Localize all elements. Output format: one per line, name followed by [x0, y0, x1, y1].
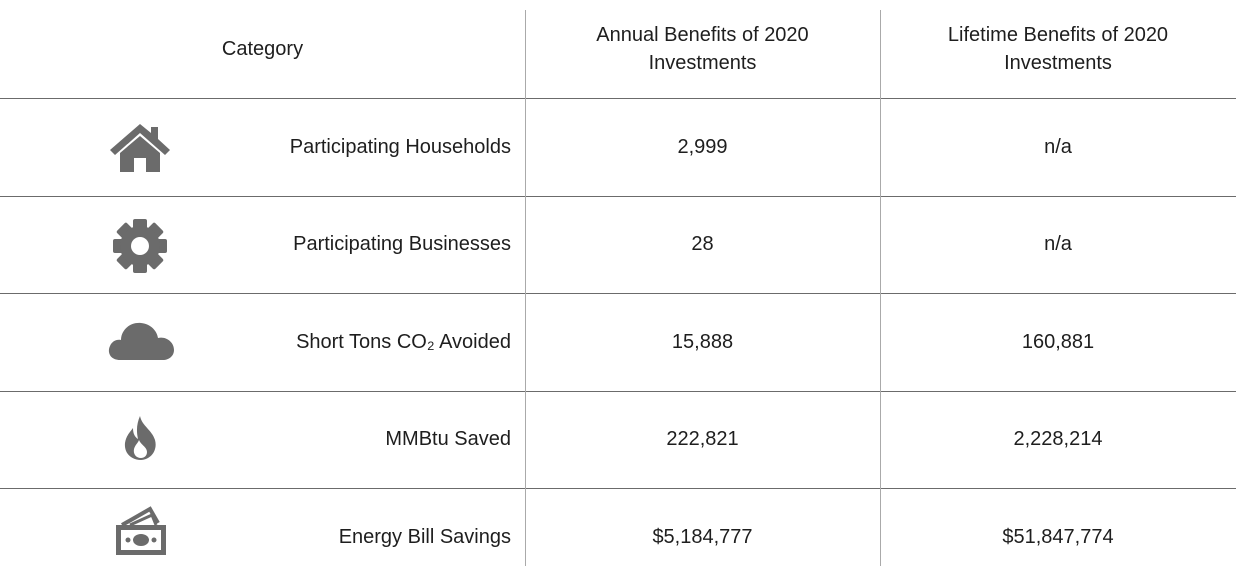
- column-divider: [525, 10, 526, 566]
- value-cell: 2,228,214: [880, 391, 1236, 489]
- cloud-icon: [108, 322, 174, 360]
- header-cell: Annual Benefits of 2020 Investments: [525, 0, 880, 98]
- value-cell: n/a: [880, 196, 1236, 294]
- page: Category Annual Benefits of 2020 Investme…: [0, 0, 1236, 566]
- value-cell: 160,881: [880, 293, 1236, 391]
- cell-text: Energy Bill Savings: [338, 525, 511, 548]
- category-cell: Short Tons CO₂ Avoided: [0, 293, 525, 391]
- cell-text: Annual Benefits of 2020 Investments: [596, 24, 809, 74]
- cell-text: Lifetime Benefits of 2020 Investments: [947, 24, 1169, 74]
- row-divider: [0, 195, 1236, 197]
- value-cell: $51,847,774: [880, 488, 1236, 586]
- cell-text: 160,881: [1021, 330, 1095, 353]
- cell-text: 2,999: [677, 135, 728, 158]
- row-divider: [0, 293, 1236, 294]
- cell-text: Short Tons CO₂ Avoided: [296, 330, 511, 353]
- category-cell: Energy Bill Savings: [0, 488, 525, 586]
- value-cell: 15,888: [525, 293, 880, 391]
- house-icon: [110, 124, 170, 172]
- row-divider: [0, 488, 1236, 489]
- value-cell: $5,184,777: [525, 488, 880, 586]
- column-divider: [880, 10, 881, 566]
- value-cell: n/a: [880, 98, 1236, 196]
- category-cell: Participating Businesses: [0, 196, 525, 294]
- money-icon: [116, 506, 166, 555]
- cell-text: Participating Businesses: [293, 233, 511, 256]
- value-cell: 28: [525, 196, 880, 294]
- cell-text: 15,888: [671, 330, 734, 353]
- cell-text: $51,847,774: [1002, 525, 1114, 548]
- cell-text: Category: [221, 38, 304, 60]
- cell-text: n/a: [1044, 233, 1072, 256]
- category-cell: MMBtu Saved: [0, 391, 525, 489]
- header-cell: Lifetime Benefits of 2020 Investments: [880, 0, 1236, 98]
- cell-text: 222,821: [666, 428, 739, 451]
- cell-text: 2,228,214: [1013, 428, 1103, 451]
- cell-text: Participating Households: [289, 135, 511, 158]
- flame-icon: [124, 416, 156, 460]
- cell-text: 28: [691, 233, 714, 256]
- cell-text: n/a: [1044, 135, 1072, 158]
- cell-text: $5,184,777: [652, 525, 753, 548]
- row-divider: [0, 390, 1236, 392]
- gear-icon: [113, 219, 167, 273]
- row-divider: [0, 98, 1236, 99]
- header-cell: Category: [0, 0, 525, 98]
- value-cell: 222,821: [525, 391, 880, 489]
- value-cell: 2,999: [525, 98, 880, 196]
- cell-text: MMBtu Saved: [385, 428, 511, 451]
- category-cell: Participating Households: [0, 98, 525, 196]
